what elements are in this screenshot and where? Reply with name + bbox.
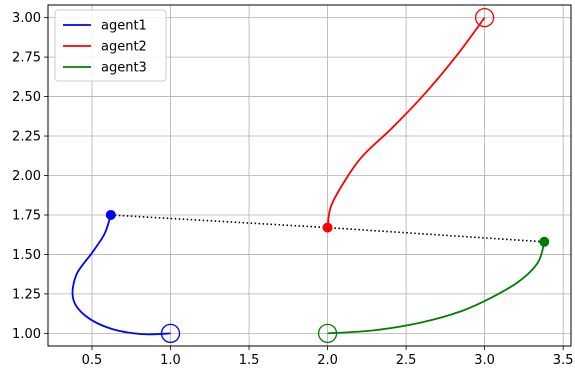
legend-label-agent1: agent1 bbox=[101, 19, 147, 34]
x-tick-label: 1.5 bbox=[239, 353, 260, 368]
y-tick-label: 1.50 bbox=[12, 248, 41, 263]
legend-box bbox=[54, 9, 167, 82]
end-marker-agent1 bbox=[105, 209, 116, 220]
y-tick-label: 2.50 bbox=[12, 90, 41, 105]
end-marker-agent2 bbox=[322, 222, 333, 233]
series-line-agent1 bbox=[71, 214, 171, 336]
series-line-agent3 bbox=[327, 241, 546, 335]
legend-label-agent3: agent3 bbox=[101, 61, 147, 76]
ticks: 0.5 1.0 1.5 2.0 2.5 3.0 3.5 1.00 1.25 1.50 1.75 2.0… bbox=[12, 11, 573, 368]
legend-label-agent2: agent2 bbox=[101, 40, 147, 55]
x-tick-label: 3.0 bbox=[474, 353, 495, 368]
x-tick-label: 2.0 bbox=[317, 353, 338, 368]
end-marker-agent3 bbox=[539, 236, 550, 247]
series-line-agent2 bbox=[326, 17, 486, 228]
y-tick-label: 3.00 bbox=[12, 11, 41, 26]
series-lines bbox=[71, 17, 546, 336]
start-marker-agent1 bbox=[160, 323, 181, 344]
grid bbox=[48, 5, 571, 346]
y-tick-label: 2.25 bbox=[12, 130, 41, 145]
y-tick-label: 2.00 bbox=[12, 169, 41, 184]
y-tick-label: 2.75 bbox=[12, 51, 41, 66]
y-tick-label: 1.00 bbox=[12, 327, 41, 342]
x-tick-label: 0.5 bbox=[82, 353, 103, 368]
legend: agent1 agent2 agent3 bbox=[54, 9, 167, 82]
start-marker-agent3 bbox=[317, 323, 338, 344]
x-tick-label: 3.5 bbox=[553, 353, 574, 368]
y-tick-label: 1.25 bbox=[12, 287, 41, 302]
x-tick-label: 1.0 bbox=[160, 353, 181, 368]
markers bbox=[105, 7, 550, 344]
x-tick-label: 2.5 bbox=[396, 353, 417, 368]
start-marker-agent2 bbox=[474, 7, 495, 28]
y-tick-label: 1.75 bbox=[12, 208, 41, 223]
